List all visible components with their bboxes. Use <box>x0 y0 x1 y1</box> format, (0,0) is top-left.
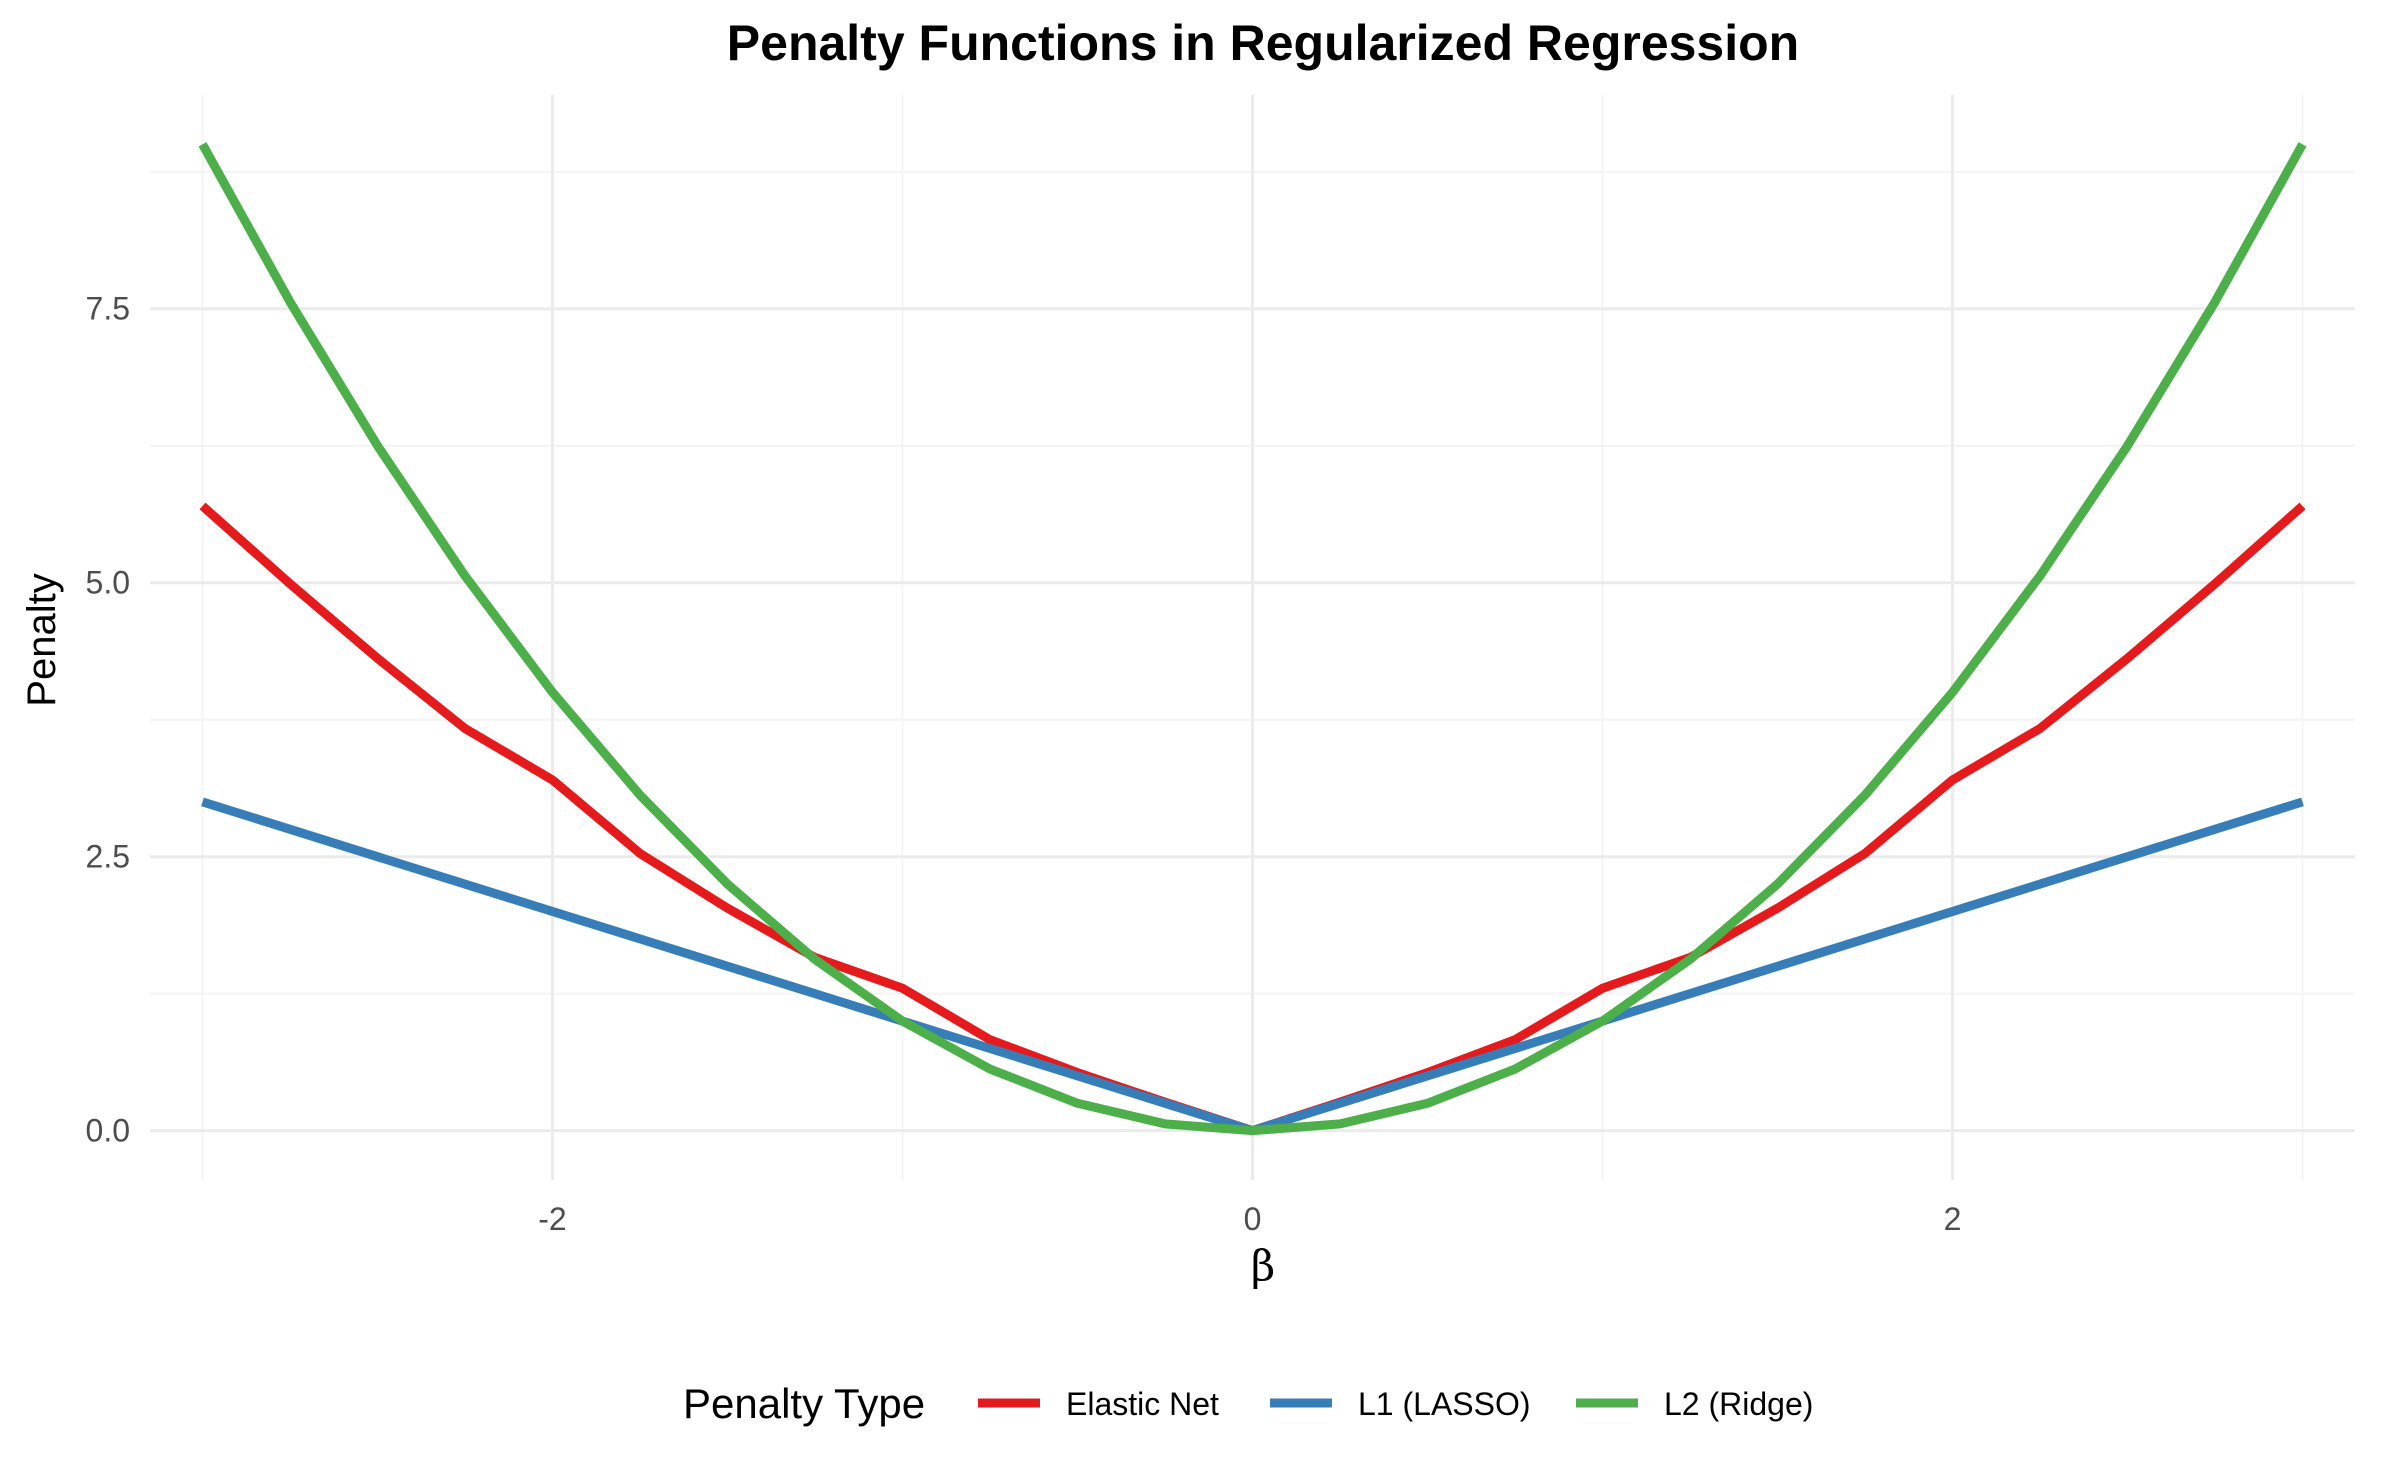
y-axis-ticks: 0.0 2.5 5.0 7.5 <box>86 291 130 1149</box>
series-line-2 <box>198 142 2307 1136</box>
x-axis-ticks: -2 0 2 <box>538 1201 1961 1237</box>
legend-label-0: Elastic Net <box>1066 1386 1219 1422</box>
legend: Penalty Type Elastic Net L1 (LASSO) L2 (Ri… <box>683 1380 1813 1427</box>
series-lines <box>198 142 2307 1136</box>
x-tick-label-2: 2 <box>1944 1201 1962 1237</box>
y-axis-label: Penalty <box>20 573 64 706</box>
legend-label-1: L1 (LASSO) <box>1358 1386 1531 1422</box>
legend-label-2: L2 (Ridge) <box>1664 1386 1813 1422</box>
y-tick-label-3: 7.5 <box>86 291 130 327</box>
legend-title: Penalty Type <box>683 1380 925 1427</box>
x-tick-label-0: -2 <box>538 1201 566 1237</box>
chart-title: Penalty Functions in Regularized Regress… <box>727 15 1799 71</box>
major-gridlines <box>150 95 2355 1180</box>
x-axis-label: β <box>1251 1241 1275 1290</box>
x-tick-label-1: 0 <box>1244 1201 1262 1237</box>
y-tick-label-0: 0.0 <box>86 1113 130 1149</box>
y-tick-label-2: 5.0 <box>86 565 130 601</box>
y-tick-label-1: 2.5 <box>86 839 130 875</box>
